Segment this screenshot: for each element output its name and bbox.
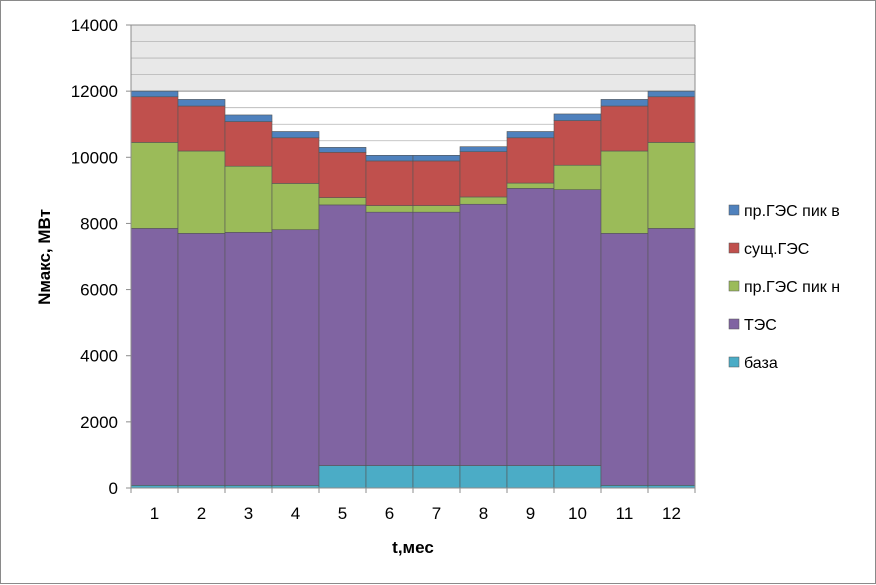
bar-segment (553, 164, 602, 190)
bar-segment (224, 121, 273, 167)
bar-segment (224, 232, 273, 486)
bar-segment (318, 204, 367, 466)
bar-segment (459, 196, 508, 205)
x-tick-label: 6 (385, 504, 394, 523)
bar-segment (130, 228, 179, 486)
axes (126, 24, 696, 493)
bar-segment (130, 96, 179, 143)
bar-segment (271, 137, 320, 184)
legend-swatch (728, 318, 740, 330)
bar-segment (600, 150, 649, 234)
bar-segment (600, 233, 649, 486)
x-tick-label: 2 (197, 504, 206, 523)
y-axis-title: Nмакс, МВт (35, 209, 54, 305)
bar-segment (177, 105, 226, 152)
bar-segment (130, 90, 179, 98)
legend: пр.ГЭС пик в сущ.ГЭС пр.ГЭС пик н ТЭС база (728, 203, 840, 372)
bar-segment (318, 147, 367, 153)
x-tick-label: 4 (291, 504, 300, 523)
bar-segment (365, 211, 414, 466)
bar-segment (553, 465, 602, 489)
bar-segment (506, 137, 555, 184)
legend-swatch (728, 242, 740, 254)
y-tick-label: 2000 (80, 413, 118, 432)
legend-label: пр.ГЭС пик в (744, 203, 840, 220)
bar-segment (647, 96, 696, 143)
bar-segment (506, 182, 555, 189)
legend-swatch (728, 280, 740, 292)
x-tick-label: 9 (526, 504, 535, 523)
x-tick-label: 11 (616, 504, 634, 523)
x-tick-label: 3 (244, 504, 253, 523)
bar-segment (318, 152, 367, 198)
legend-label: пр.ГЭС пик н (744, 279, 840, 296)
bar-segment (365, 160, 414, 206)
legend-swatch (728, 204, 740, 216)
legend-label: ТЭС (744, 317, 777, 334)
legend-swatch (728, 356, 740, 368)
bar-segment (318, 465, 367, 489)
bar-segment (412, 211, 461, 466)
x-tick-labels: 1 2 3 4 5 6 7 8 9 10 11 12 (150, 504, 681, 523)
y-tick-labels: 0 2000 4000 6000 8000 10000 12000 14000 (71, 16, 118, 498)
bars (130, 90, 696, 489)
x-axis-title: t,мес (392, 538, 434, 557)
bar-segment (647, 90, 696, 98)
bar-segment (553, 189, 602, 466)
bar-segment (506, 131, 555, 139)
bar-segment (459, 151, 508, 198)
bar-segment (271, 229, 320, 486)
x-tick-label: 7 (432, 504, 441, 523)
bar-segment (553, 113, 602, 121)
bar-segment (459, 203, 508, 466)
y-tick-label: 12000 (71, 82, 118, 101)
x-tick-label: 12 (662, 504, 681, 523)
y-tick-label: 14000 (71, 16, 118, 35)
bar-segment (318, 197, 367, 206)
bar-segment (271, 131, 320, 139)
legend-label: сущ.ГЭС (744, 241, 809, 258)
y-tick-label: 4000 (80, 347, 118, 366)
x-tick-label: 1 (150, 504, 159, 523)
y-tick-label: 6000 (80, 281, 118, 300)
bar-segment (130, 142, 179, 229)
bar-segment (459, 146, 508, 152)
bar-segment (365, 205, 414, 213)
bar-segment (647, 142, 696, 229)
y-tick-label: 0 (109, 479, 118, 498)
y-tick-label: 8000 (80, 214, 118, 233)
bar-segment (412, 465, 461, 489)
bar-segment (600, 99, 649, 107)
x-tick-label: 5 (338, 504, 347, 523)
bar-segment (459, 465, 508, 489)
x-tick-label: 8 (479, 504, 488, 523)
bar-segment (224, 165, 273, 233)
bar-segment (365, 465, 414, 489)
bar-segment (647, 228, 696, 486)
bar-segment (506, 465, 555, 489)
legend-label: база (744, 355, 778, 372)
bar-segment (553, 120, 602, 166)
bar-segment (412, 155, 461, 162)
bar-segment (600, 105, 649, 152)
bar-segment (412, 160, 461, 206)
bar-segment (177, 233, 226, 486)
bar-segment (177, 150, 226, 234)
bar-segment (412, 205, 461, 213)
y-tick-label: 10000 (71, 148, 118, 167)
x-tick-label: 10 (568, 504, 587, 523)
bar-segment (365, 155, 414, 162)
bar-segment (506, 188, 555, 466)
bar-segment (224, 114, 273, 122)
bar-segment (271, 183, 320, 231)
bar-segment (177, 99, 226, 107)
